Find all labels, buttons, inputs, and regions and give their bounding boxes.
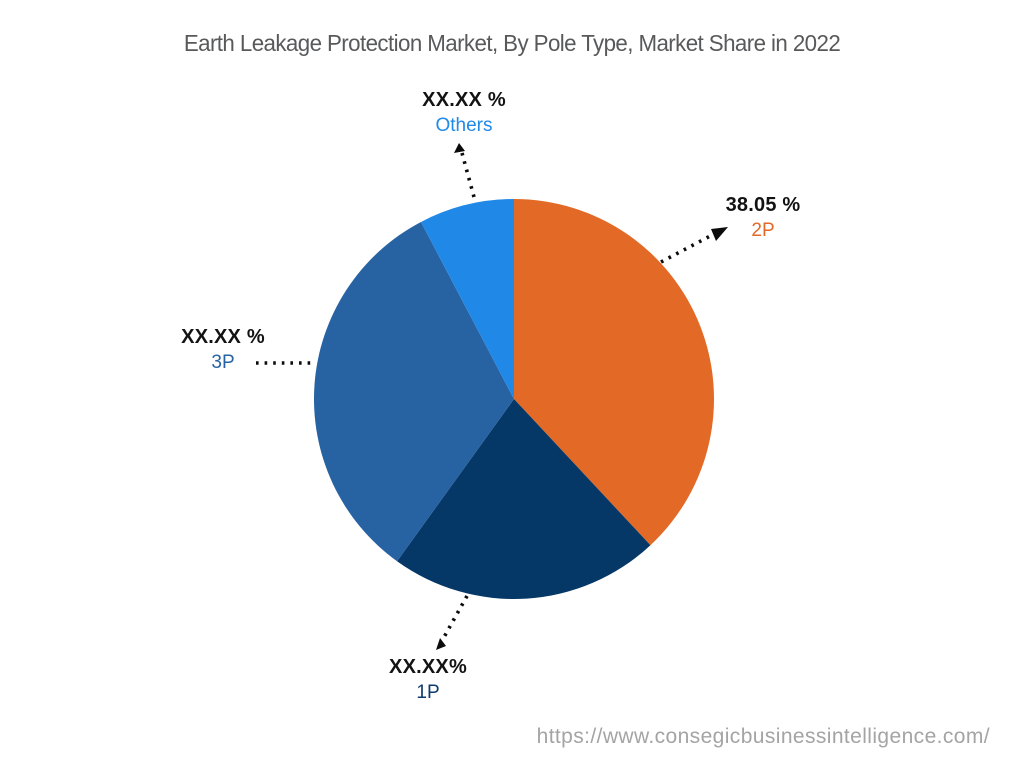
pie-slice-2p (514, 199, 714, 546)
others-slice-label: Others (435, 115, 493, 136)
1p-arrowhead-icon (436, 638, 446, 650)
1p-slice-label: 1P (416, 682, 440, 703)
pie-slice-others (420, 199, 514, 399)
callout-2p: 38.05 % 2P (678, 192, 848, 244)
callout-3p: XX.XX % 3P (138, 324, 308, 376)
3p-value-label: XX.XX % (181, 326, 265, 348)
callout-1p: XX.XX% 1P (343, 654, 513, 706)
2p-slice-label: 2P (751, 220, 775, 241)
3p-slice-label: 3P (211, 352, 235, 373)
1p-value-label: XX.XX% (389, 656, 467, 678)
2p-leader-line (660, 232, 715, 264)
source-url: https://www.consegicbusinessintelligence… (536, 725, 990, 748)
others-leader-line (460, 152, 476, 198)
pie-slices (313, 199, 714, 600)
pie-slice-1p (397, 399, 651, 600)
1p-leader-line (441, 595, 469, 640)
callout-others: XX.XX % Others (379, 87, 549, 139)
others-value-label: XX.XX % (422, 89, 506, 111)
others-arrowhead-icon (454, 143, 465, 153)
2p-value-label: 38.05 % (725, 194, 801, 216)
pie-slice-3p (313, 221, 514, 562)
chart-title: Earth Leakage Protection Market, By Pole… (183, 30, 841, 56)
2p-arrowhead-icon (711, 227, 728, 241)
